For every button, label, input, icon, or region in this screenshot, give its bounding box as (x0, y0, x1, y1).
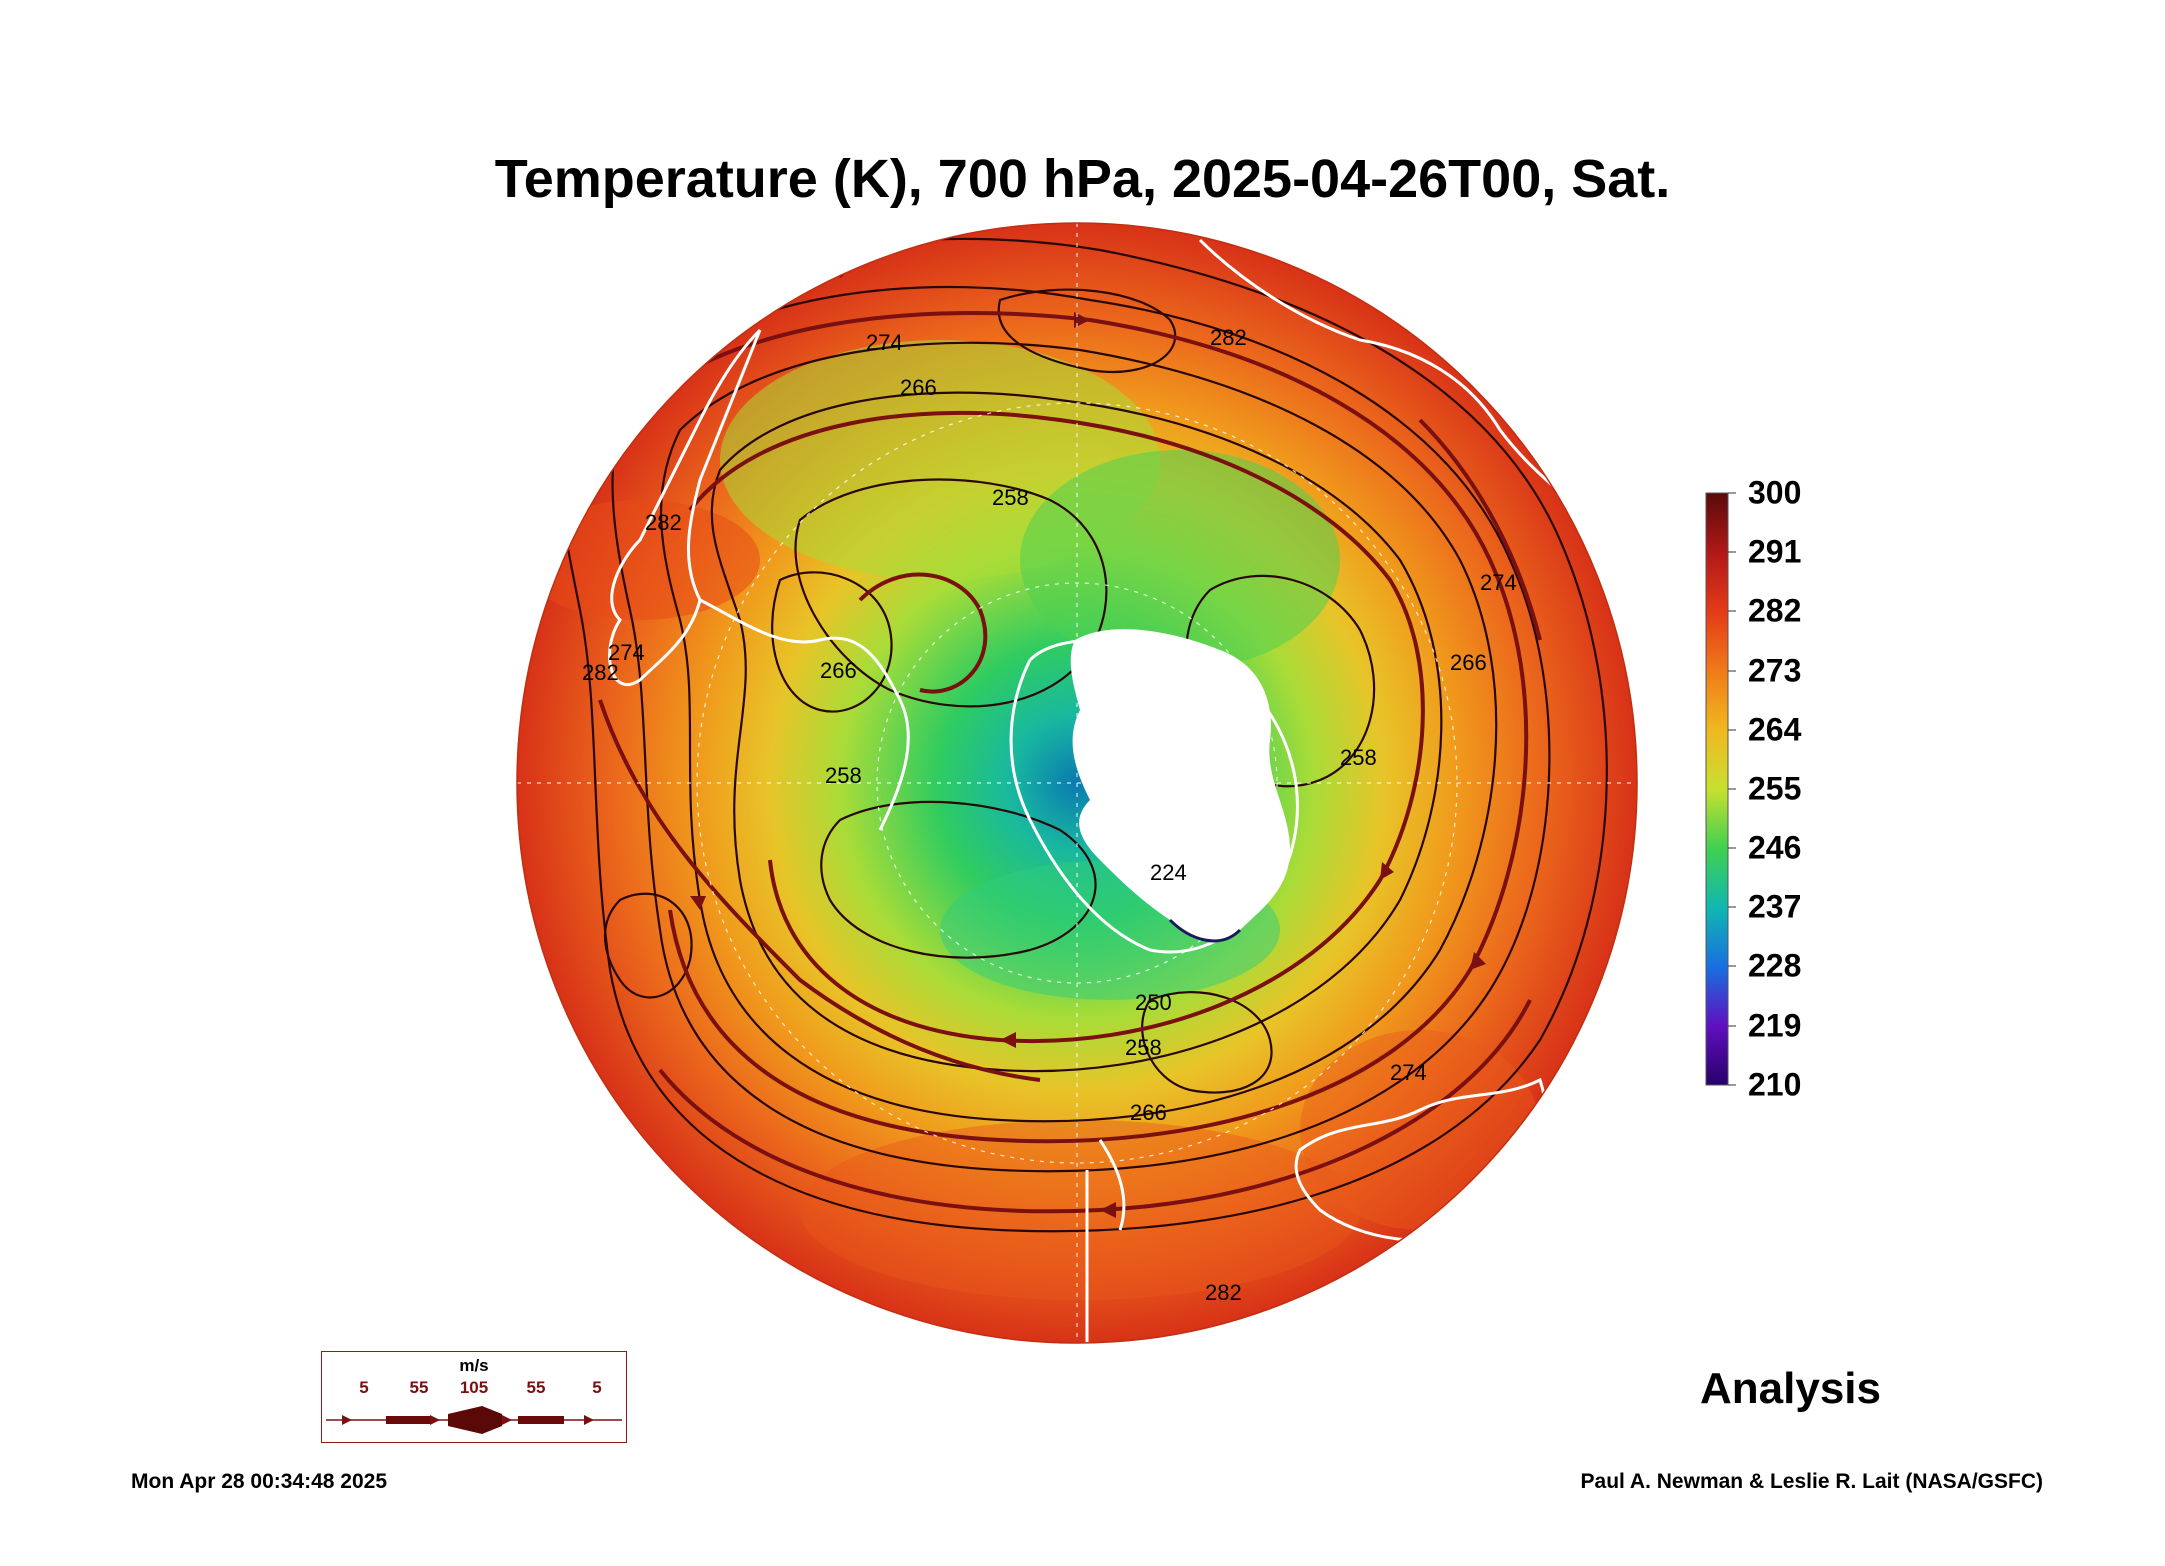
credit: Paul A. Newman & Leslie R. Lait (NASA/GS… (1580, 1470, 2043, 1493)
colorbar-tick-label: 273 (1748, 652, 1802, 689)
wind-legend-speed: 5 (359, 1378, 369, 1397)
analysis-label: Analysis (1700, 1364, 1881, 1413)
colorbar-tick-label: 300 (1748, 474, 1802, 511)
contour-label: 250 (1135, 990, 1172, 1015)
colorbar-ticks (1728, 492, 1736, 1086)
wind-legend-unit: m/s (459, 1356, 489, 1375)
contour-label: 282 (582, 660, 619, 685)
antarctica-cap (1070, 629, 1290, 941)
contour-label-group: 274 266 258 282 274 282 266 258 250 258 … (582, 325, 1517, 1305)
contour-label: 258 (992, 485, 1029, 510)
contour-label: 274 (866, 330, 903, 355)
contour-label: 282 (1210, 325, 1247, 350)
contour-label: 224 (1150, 860, 1187, 885)
wind-legend-speed: 5 (592, 1378, 602, 1397)
wind-legend-speed: 55 (526, 1378, 546, 1397)
contour-label: 274 (1480, 570, 1517, 595)
wind-legend-speed: 55 (409, 1378, 429, 1397)
graticule (517, 223, 1637, 1343)
contour-label: 258 (1340, 745, 1377, 770)
colorbar (1705, 492, 1729, 1086)
wind-legend-arrows (326, 1406, 622, 1434)
wind-legend-speed: 105 (459, 1378, 489, 1397)
colorbar-tick-label: 228 (1748, 947, 1802, 984)
contour-label: 258 (825, 763, 862, 788)
warm-region (520, 500, 760, 620)
colorbar-tick-label: 255 (1748, 770, 1802, 807)
map-title: Temperature (K), 700 hPa, 2025-04-26T00,… (494, 149, 1671, 209)
contour-label: 266 (900, 375, 937, 400)
globe-outline (516, 222, 1638, 1344)
colorbar-tick-label: 237 (1748, 888, 1802, 925)
wind-speed-legend: m/s 5 55 105 55 5 (321, 1351, 627, 1443)
colorbar-tick-label: 246 (1748, 829, 1802, 866)
colorbar-tick-label: 219 (1748, 1007, 1802, 1044)
colorbar-tick-label: 291 (1748, 533, 1802, 570)
contour-label: 274 (608, 640, 645, 665)
contour-label: 282 (1205, 1280, 1242, 1305)
contour-label: 258 (1125, 1035, 1162, 1060)
contour-label: 266 (1450, 650, 1487, 675)
contour-label: 274 (1390, 1060, 1427, 1085)
timestamp: Mon Apr 28 00:34:48 2025 (131, 1470, 388, 1493)
colorbar-tick-label: 264 (1748, 711, 1802, 748)
colorbar-tick-label: 282 (1748, 592, 1802, 629)
contour-label: 266 (820, 658, 857, 683)
cool-region (1020, 450, 1340, 670)
antarctica-edge (1168, 918, 1242, 943)
contour-label: 282 (645, 510, 682, 535)
contour-label: 266 (1130, 1100, 1167, 1125)
colorbar-tick-label: 210 (1748, 1066, 1802, 1103)
